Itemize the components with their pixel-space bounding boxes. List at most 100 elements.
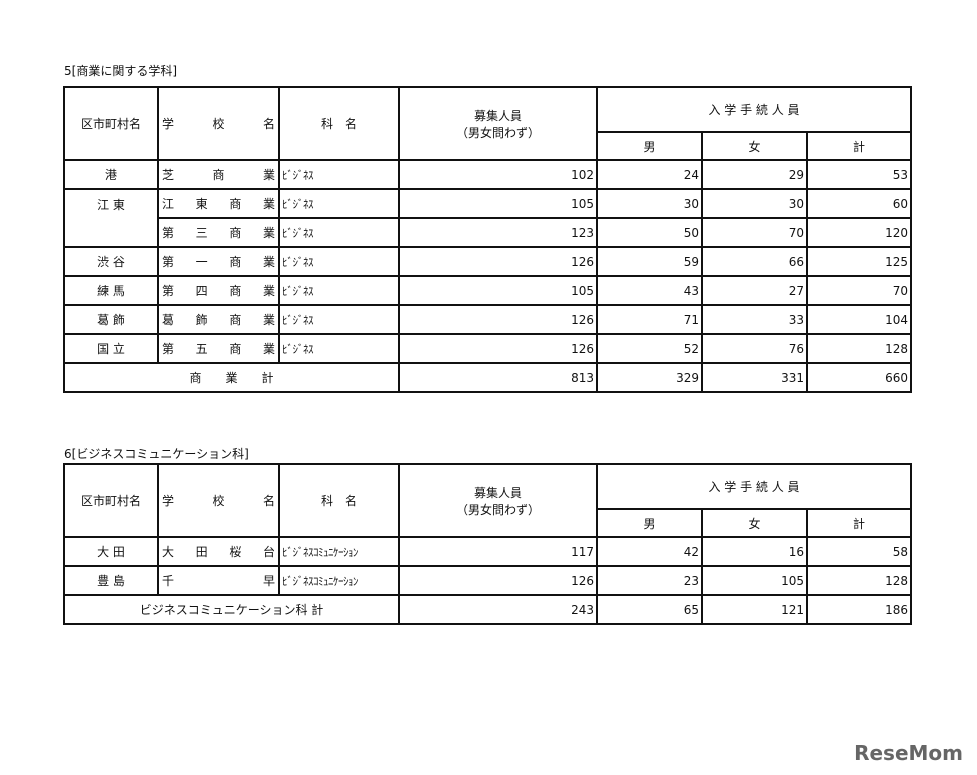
dept-cell: ﾋﾞｼﾞﾈｽｺﾐｭﾆｹｰｼｮﾝ [278,536,400,567]
quota-cell: 105 [398,275,598,306]
header-area: 区市町村名 [63,86,159,161]
table-row: 第三商業 ﾋﾞｼﾞﾈｽ 123 50 70 120 [64,217,912,248]
male-cell: 71 [596,304,703,335]
total-label: 商 業 計 [63,362,400,393]
header-quota: 募集人員 （男女問わず） [398,463,598,538]
male-cell: 52 [596,333,703,364]
header-total: 計 [806,508,912,538]
total-cell: 60 [806,188,912,219]
resemom-logo: ReseMom [854,741,963,765]
header-male: 男 [596,131,703,161]
table-row: 国 立第五商業 ﾋﾞｼﾞﾈｽ 126 52 76 128 [63,333,912,364]
header-area: 区市町村名 [63,463,159,538]
total-row: ビジネスコミュニケーション科 計 243 65 121 186 [63,594,912,625]
header-school: 学校名 [157,463,280,538]
male-cell: 42 [596,536,703,567]
dept-cell: ﾋﾞｼﾞﾈｽ [278,333,400,364]
female-cell: 16 [701,536,808,567]
quota-label: 募集人員 [473,485,522,500]
dept-cell: ﾋﾞｼﾞﾈｽ [278,217,400,248]
total-row: 商 業 計 813 329 331 660 [63,362,912,393]
header-dept: 科 名 [278,463,400,538]
header-total: 計 [806,131,912,161]
total-cell: 120 [806,217,912,248]
total-female: 121 [701,594,808,625]
header-male: 男 [596,508,703,538]
table-row: 練 馬第四商業 ﾋﾞｼﾞﾈｽ 105 43 27 70 [63,275,912,306]
quota-sublabel: （男女問わず） [455,125,540,140]
header-dept: 科 名 [278,86,400,161]
area-cell: 大 田 [63,536,159,567]
dept-cell: ﾋﾞｼﾞﾈｽ [278,304,400,335]
table-row: 豊 島千早 ﾋﾞｼﾞﾈｽｺﾐｭﾆｹｰｼｮﾝ 126 23 105 128 [63,565,912,596]
section-title: 6[ビジネスコミュニケーション科] [64,447,249,461]
quota-cell: 126 [398,565,598,596]
quota-sublabel: （男女問わず） [455,502,540,517]
quota-cell: 126 [398,304,598,335]
school-cell: 芝商業 [157,159,280,190]
male-cell: 50 [596,217,703,248]
table-row: 港芝商業 ﾋﾞｼﾞﾈｽ 102 24 29 53 [63,159,912,190]
total-cell: 128 [806,333,912,364]
school-cell: 第一商業 [157,246,280,277]
area-cell: 江 東 [63,188,159,248]
dept-cell: ﾋﾞｼﾞﾈｽ [278,246,400,277]
school-cell: 第五商業 [157,333,280,364]
school-cell: 葛飾商業 [157,304,280,335]
male-cell: 23 [596,565,703,596]
school-cell: 江東商業 [157,188,280,219]
school-cell: 第四商業 [157,275,280,306]
quota-cell: 105 [398,188,598,219]
female-cell: 105 [701,565,808,596]
total-total: 660 [806,362,912,393]
female-cell: 29 [701,159,808,190]
dept-cell: ﾋﾞｼﾞﾈｽ [278,188,400,219]
quota-cell: 102 [398,159,598,190]
quota-cell: 117 [398,536,598,567]
male-cell: 43 [596,275,703,306]
total-cell: 128 [806,565,912,596]
male-cell: 59 [596,246,703,277]
total-quota: 243 [398,594,598,625]
header-quota: 募集人員 （男女問わず） [398,86,598,161]
total-total: 186 [806,594,912,625]
total-quota: 813 [398,362,598,393]
male-cell: 24 [596,159,703,190]
header-school: 学校名 [157,86,280,161]
area-cell: 葛 飾 [63,304,159,335]
total-cell: 104 [806,304,912,335]
quota-label: 募集人員 [473,108,522,123]
area-cell: 港 [63,159,159,190]
quota-cell: 123 [398,217,598,248]
quota-cell: 126 [398,333,598,364]
table-row: 葛 飾葛飾商業 ﾋﾞｼﾞﾈｽ 126 71 33 104 [63,304,912,335]
female-cell: 33 [701,304,808,335]
section-title: 5[商業に関する学科] [64,64,177,78]
table-row: 大 田大田桜台 ﾋﾞｼﾞﾈｽｺﾐｭﾆｹｰｼｮﾝ 117 42 16 58 [63,536,912,567]
female-cell: 70 [701,217,808,248]
header-female: 女 [701,508,808,538]
female-cell: 27 [701,275,808,306]
female-cell: 30 [701,188,808,219]
quota-cell: 126 [398,246,598,277]
total-male: 329 [596,362,703,393]
school-cell: 大田桜台 [157,536,280,567]
table-row: 江 東江東商業 ﾋﾞｼﾞﾈｽ 105 30 30 60 [63,188,912,248]
total-cell: 58 [806,536,912,567]
header-enroll: 入 学 手 続 人 員 [596,86,912,133]
male-cell: 30 [596,188,703,219]
dept-cell: ﾋﾞｼﾞﾈｽｺﾐｭﾆｹｰｼｮﾝ [278,565,400,596]
header-female: 女 [701,131,808,161]
school-cell: 千早 [157,565,280,596]
dept-cell: ﾋﾞｼﾞﾈｽ [278,159,400,190]
header-enroll: 入 学 手 続 人 員 [596,463,912,510]
school-cell: 第三商業 [157,217,280,248]
total-cell: 125 [806,246,912,277]
female-cell: 66 [701,246,808,277]
total-female: 331 [701,362,808,393]
total-label: ビジネスコミュニケーション科 計 [63,594,400,625]
area-cell: 渋 谷 [63,246,159,277]
total-cell: 70 [806,275,912,306]
dept-cell: ﾋﾞｼﾞﾈｽ [278,275,400,306]
total-cell: 53 [806,159,912,190]
